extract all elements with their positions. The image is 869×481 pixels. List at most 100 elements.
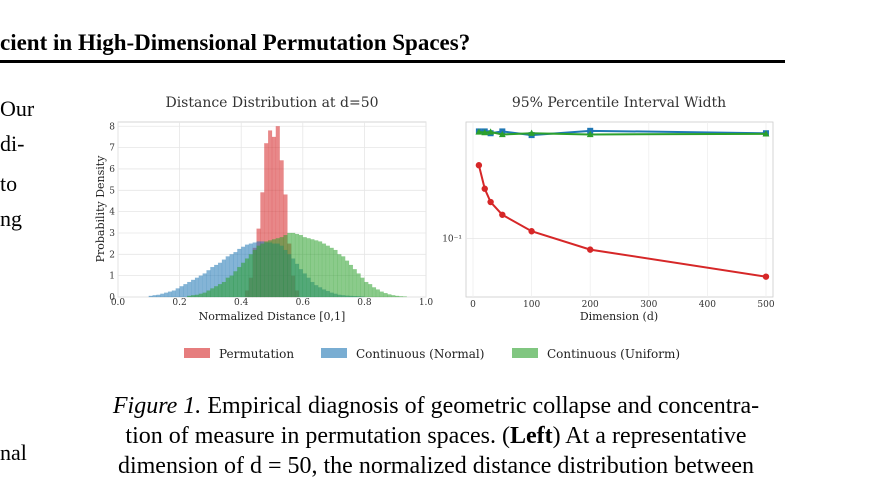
- hist-bar-continuous-uniform: [376, 290, 380, 297]
- hist-ytick-label: 1: [109, 272, 115, 282]
- hist-bar-continuous-uniform: [280, 237, 284, 297]
- hist-bar-continuous-uniform: [199, 294, 203, 297]
- caption-line-1: Empirical diagnosis of geometric collaps…: [207, 393, 759, 419]
- hist-bar-continuous-uniform: [372, 287, 376, 297]
- hist-xtick-label: 0.8: [357, 298, 372, 308]
- hist-bar-continuous-uniform: [322, 244, 326, 297]
- point-marker-permutation: [476, 162, 482, 168]
- caption-line-2-start: tion of measure in permutation spaces. (: [125, 423, 510, 449]
- line-xtick-label: 500: [757, 300, 774, 310]
- left-margin-fragment: nal: [0, 440, 27, 466]
- point-marker-permutation: [499, 212, 505, 218]
- line-chart-title: 95% Percentile Interval Width: [512, 95, 726, 111]
- hist-bar-continuous-normal: [168, 292, 172, 297]
- caption-label: Figure 1.: [113, 393, 201, 419]
- legend-swatch-normal: [321, 348, 347, 358]
- hist-bar-continuous-uniform: [245, 259, 249, 297]
- hist-bar-continuous-normal: [153, 295, 157, 297]
- caption-line-2-end: ) At a representative: [553, 423, 747, 449]
- hist-bar-continuous-normal: [164, 293, 168, 297]
- hist-ytick-label: 2: [109, 250, 115, 260]
- line-ytick-label: 10⁻¹: [442, 234, 462, 244]
- hist-bar-continuous-uniform: [207, 291, 211, 297]
- hist-bar-continuous-uniform: [361, 278, 365, 297]
- hist-bar-continuous-normal: [183, 284, 187, 297]
- hist-bar-continuous-uniform: [388, 294, 392, 297]
- hist-bar-continuous-uniform: [237, 267, 241, 297]
- point-marker-permutation: [482, 186, 488, 192]
- hist-bar-continuous-uniform: [260, 244, 264, 297]
- hist-bar-continuous-uniform: [222, 282, 226, 297]
- legend-label-uniform: Continuous (Uniform): [547, 347, 680, 361]
- line-xtick-label: 0: [470, 300, 476, 310]
- histogram-ylabel: Probability Density: [94, 155, 107, 263]
- hist-xtick-label: 0.6: [296, 298, 311, 308]
- figure-caption: Figure 1. Empirical diagnosis of geometr…: [80, 391, 792, 481]
- legend-label-permutation: Permutation: [219, 347, 294, 361]
- hist-bar-continuous-uniform: [307, 238, 311, 297]
- line-xtick-label: 100: [523, 300, 540, 310]
- hist-bar-continuous-uniform: [210, 288, 214, 297]
- point-marker-permutation: [487, 199, 493, 205]
- hist-bar-continuous-normal: [160, 294, 164, 297]
- line-panel: 95% Percentile Interval Width 0 100 200 300…: [442, 95, 775, 323]
- hist-bar-continuous-uniform: [195, 295, 199, 297]
- figure-legend: Permutation Continuous (Normal) Continuo…: [184, 347, 680, 361]
- line-xtick-label: 300: [640, 300, 657, 310]
- line-xtick-label: 200: [582, 300, 599, 310]
- hist-bar-continuous-uniform: [345, 261, 349, 297]
- caption-line-3: dimension of d = 50, the normalized dist…: [80, 451, 792, 481]
- legend-label-normal: Continuous (Normal): [356, 347, 484, 361]
- point-marker-permutation: [763, 273, 769, 279]
- hist-bar-continuous-uniform: [287, 233, 291, 297]
- hist-bar-continuous-uniform: [341, 256, 345, 297]
- hist-bar-continuous-normal: [172, 291, 176, 297]
- line-xlabel: Dimension (d): [580, 310, 658, 323]
- point-marker-permutation: [528, 228, 534, 234]
- hist-bar-continuous-uniform: [330, 248, 334, 297]
- hist-bar-continuous-uniform: [226, 278, 230, 297]
- hist-bar-continuous-uniform: [303, 237, 307, 297]
- hist-bar-continuous-uniform: [214, 286, 218, 297]
- hist-ytick-label: 5: [109, 186, 115, 196]
- hist-bar-continuous-uniform: [357, 274, 361, 297]
- hist-bar-continuous-uniform: [337, 254, 341, 297]
- hist-bar-continuous-normal: [176, 288, 180, 297]
- hist-bar-continuous-uniform: [272, 239, 276, 297]
- histogram-xlabel: Normalized Distance [0,1]: [199, 310, 346, 323]
- legend-swatch-uniform: [512, 348, 538, 358]
- hist-bar-continuous-normal: [180, 286, 184, 297]
- hist-bar-continuous-uniform: [318, 242, 322, 297]
- hist-bar-continuous-uniform: [395, 296, 399, 297]
- hist-xtick-label: 0.4: [234, 298, 249, 308]
- hist-bar-continuous-uniform: [234, 271, 238, 297]
- point-marker-permutation: [587, 246, 593, 252]
- hist-bar-continuous-uniform: [230, 276, 234, 297]
- hist-bar-continuous-uniform: [353, 269, 357, 297]
- hist-ytick-label: 4: [109, 208, 115, 218]
- hist-bar-continuous-uniform: [384, 293, 388, 297]
- hist-ytick-label: 7: [109, 144, 115, 154]
- hist-bar-continuous-uniform: [253, 250, 257, 297]
- hist-bar-continuous-uniform: [284, 235, 288, 297]
- hist-bar-continuous-uniform: [257, 246, 261, 297]
- hist-bar-continuous-uniform: [276, 238, 280, 297]
- hist-bar-continuous-uniform: [249, 254, 253, 297]
- hist-bar-continuous-uniform: [191, 295, 195, 297]
- hist-bar-continuous-uniform: [295, 234, 299, 297]
- hist-bar-continuous-uniform: [291, 233, 295, 297]
- legend-swatch-permutation: [184, 348, 210, 358]
- hist-bar-continuous-uniform: [391, 295, 395, 297]
- hist-ytick-label: 6: [109, 165, 115, 175]
- hist-bar-continuous-uniform: [218, 284, 222, 297]
- hist-bar-continuous-uniform: [380, 292, 384, 297]
- hist-bar-continuous-normal: [191, 280, 195, 297]
- hist-bar-continuous-uniform: [203, 293, 207, 297]
- hist-bar-continuous-uniform: [364, 282, 368, 297]
- caption-left-label: Left: [510, 423, 553, 449]
- hist-xtick-label: 0.2: [172, 298, 186, 308]
- hist-bar-continuous-uniform: [326, 246, 330, 297]
- hist-bar-continuous-uniform: [311, 239, 315, 297]
